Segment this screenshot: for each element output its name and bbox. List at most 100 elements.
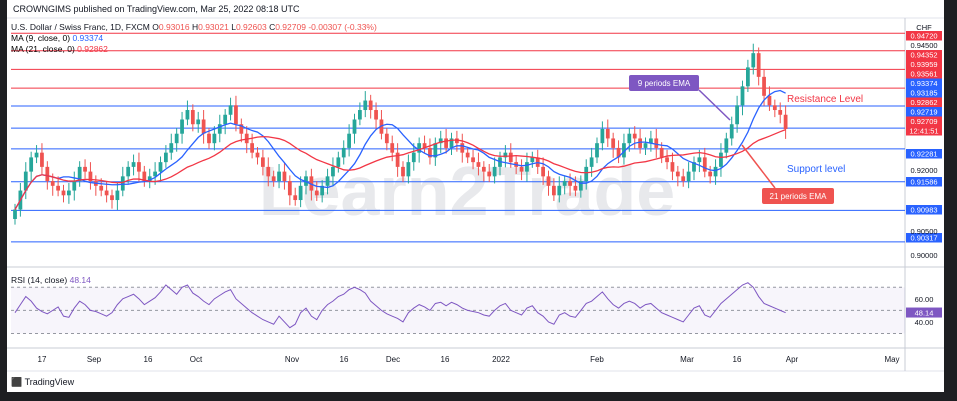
rsi-value-badge	[906, 307, 942, 318]
symbol-name[interactable]: U.S. Dollar / Swiss Franc, 1D, FXCM	[11, 22, 150, 32]
candle-body	[72, 181, 77, 191]
rsi-legend[interactable]: RSI (14, close) 48.14	[11, 275, 91, 285]
candle-body	[67, 190, 71, 196]
candle-body	[632, 133, 637, 139]
ema9-callout-arrow	[698, 89, 731, 121]
time-tick-label: Oct	[190, 355, 203, 364]
candle-body	[428, 147, 432, 158]
price-tick-label: 0.90500	[910, 227, 937, 236]
candle-body	[126, 166, 131, 177]
candle-body	[519, 166, 524, 172]
candle-body	[686, 171, 691, 182]
price-badge	[906, 78, 942, 88]
candle-body	[29, 157, 34, 172]
candle-body	[411, 152, 416, 163]
price-tick-label: 0.92000	[910, 166, 937, 175]
candle-body	[77, 166, 82, 182]
candle-body	[557, 185, 562, 196]
candle-body	[675, 171, 680, 177]
support-label: Support level	[787, 164, 845, 175]
time-tick-label: 16	[144, 355, 153, 364]
candle-body	[697, 157, 702, 163]
candle-body	[476, 162, 481, 167]
candle-body	[600, 128, 605, 144]
time-tick-label: Apr	[786, 355, 799, 364]
candle-body	[293, 195, 298, 201]
ma9-label: MA (9, close, 0)	[11, 33, 71, 43]
candle-body	[487, 171, 492, 177]
candle-body	[433, 143, 438, 158]
candle-body	[374, 110, 378, 120]
candle-body	[578, 181, 583, 191]
price-badge	[906, 126, 942, 136]
candle-body	[735, 105, 739, 125]
rsi-value-badge-text: 48.14	[915, 309, 934, 318]
candle-body	[702, 157, 707, 172]
price-badge	[906, 177, 942, 187]
tradingview-logo-icon: ⬛	[11, 377, 23, 387]
candle-body	[778, 110, 783, 115]
rsi-label: RSI (14, close)	[11, 275, 68, 285]
currency-label: CHF	[916, 23, 932, 32]
candle-body	[331, 166, 335, 177]
price-badge-text: 0.93185	[910, 89, 937, 98]
candle-body	[217, 124, 222, 134]
candle-body	[746, 67, 750, 87]
price-badge-text: 0.92719	[910, 108, 937, 117]
candle-body	[552, 185, 556, 196]
candle-body	[525, 162, 529, 172]
candle-body	[271, 176, 276, 182]
candle-body	[589, 157, 594, 167]
publisher-text: CROWNGIMS published on TradingView.com, …	[13, 4, 300, 14]
candle-body	[438, 138, 443, 144]
price-badge	[906, 31, 942, 41]
candle-body	[298, 185, 303, 201]
candle-body	[481, 166, 486, 172]
candle-body	[153, 171, 157, 177]
footer-brand[interactable]: TradingView	[24, 377, 75, 387]
candle-body	[142, 171, 147, 182]
candle-body	[147, 176, 152, 182]
candle-body	[83, 166, 87, 172]
price-badge	[906, 69, 942, 79]
time-tick-label: May	[884, 355, 899, 364]
time-tick-label: 16	[733, 355, 742, 364]
candle-body	[568, 181, 572, 186]
candle-body	[616, 147, 621, 158]
candle-body	[422, 143, 427, 148]
candle-body	[654, 138, 659, 148]
candle-body	[169, 143, 174, 153]
candle-body	[13, 209, 17, 219]
candle-body	[751, 53, 756, 68]
time-tick-label: 17	[38, 355, 47, 364]
price-tick-label: 0.90000	[910, 251, 937, 260]
candle-body	[120, 176, 125, 191]
ema21-callout-box	[762, 188, 834, 204]
candle-body	[573, 185, 578, 191]
ma9-legend[interactable]: MA (9, close, 0) 0.93374	[11, 33, 103, 43]
candle-body	[266, 166, 271, 177]
price-badge-text: 0.90317	[910, 234, 937, 243]
candle-body	[605, 128, 610, 139]
candle-body	[277, 171, 281, 182]
publish-header: CROWNGIMS published on TradingView.com, …	[7, 0, 944, 18]
price-badge	[906, 50, 942, 60]
ma21-legend[interactable]: MA (21, close, 0) 0.92862	[11, 44, 108, 54]
candle-body	[611, 138, 616, 148]
candle-body	[417, 143, 422, 153]
rsi-line	[14, 282, 786, 329]
candle-body	[196, 119, 201, 125]
candle-body	[320, 185, 325, 196]
candle-body	[719, 152, 723, 167]
price-badge-text: 0.93959	[910, 60, 937, 69]
candle-body	[471, 157, 475, 163]
candle-body	[670, 162, 675, 172]
candle-body	[562, 181, 567, 186]
price-badge	[906, 40, 942, 50]
price-badge-text: 0.93561	[910, 70, 937, 79]
candle-body	[207, 133, 211, 144]
candle-body	[88, 171, 93, 182]
rsi-value: 48.14	[69, 275, 91, 285]
candle-body	[164, 152, 168, 163]
